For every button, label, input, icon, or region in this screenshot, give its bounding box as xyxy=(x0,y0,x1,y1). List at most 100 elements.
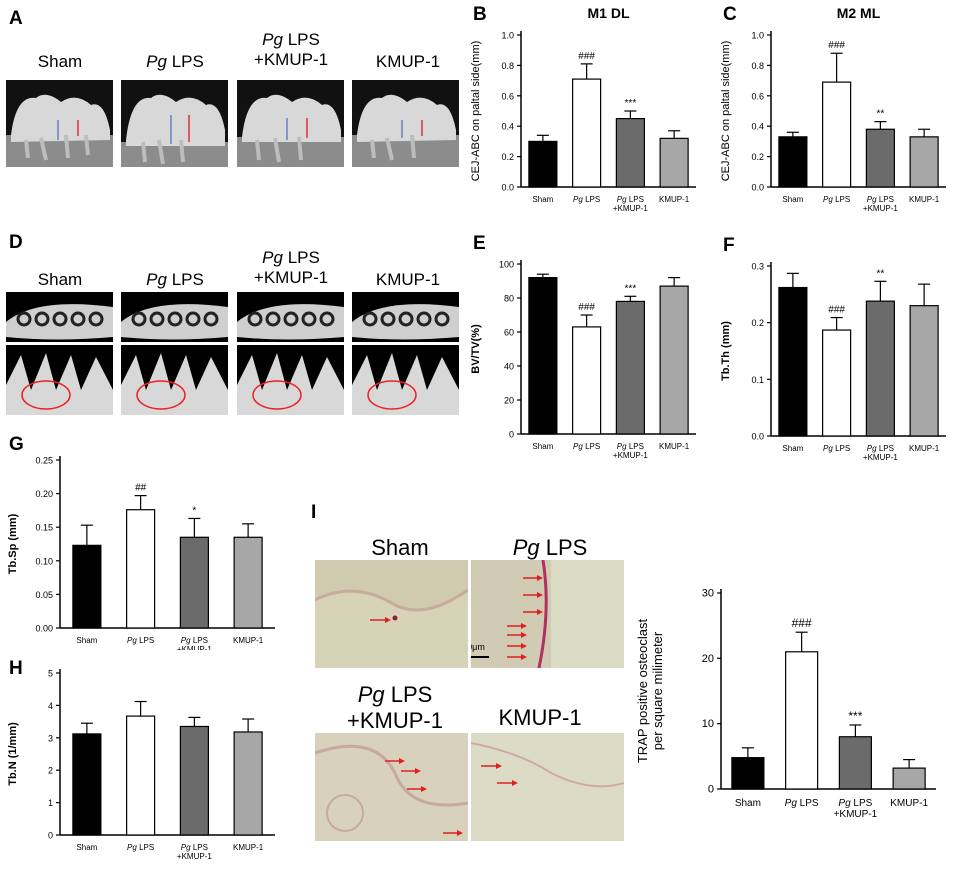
significance-label: ### xyxy=(828,40,845,51)
y-tick-label: 0.00 xyxy=(35,624,53,634)
y-tick-label: 60 xyxy=(504,328,514,338)
significance-label: ** xyxy=(876,109,884,120)
x-tick-label: Pg LPS xyxy=(127,636,154,645)
x-tick-label: Pg LPS +KMUP-1 xyxy=(613,195,648,213)
y-tick-label: 5 xyxy=(48,669,53,679)
panel-letter-h: H xyxy=(9,658,23,679)
y-tick-label: 0 xyxy=(509,430,514,440)
x-tick-label: Sham xyxy=(76,843,97,852)
panel-letter-j: J xyxy=(625,562,626,583)
significance-label: ### xyxy=(792,616,812,630)
d-sagittal-3 xyxy=(352,345,459,415)
x-tick-label: Pg LPS +KMUP-1 xyxy=(863,444,898,462)
bar xyxy=(865,128,895,188)
y-tick-label: 0 xyxy=(48,831,53,841)
x-tick-label: KMUP-1 xyxy=(909,444,940,453)
chart-title: M1 DL xyxy=(588,5,630,21)
y-tick-label: 0.8 xyxy=(751,61,764,71)
y-tick-label: 0.05 xyxy=(35,590,53,600)
panel-letter-b: B xyxy=(473,4,487,25)
significance-label: *** xyxy=(625,283,637,294)
y-tick-label: 0.0 xyxy=(501,183,514,193)
significance-label: ** xyxy=(876,268,884,279)
y-tick-label: 0.20 xyxy=(35,489,53,499)
chart-c: C M2 ML 0.0 0.2 0.4 0.6 0.8 1.0 CEJ-ABC on palta… xyxy=(720,4,946,213)
bar xyxy=(72,544,102,629)
x-tick-label: Pg LPS +KMUP-1 xyxy=(177,843,212,861)
x-tick-label: Sham xyxy=(782,195,803,204)
significance-label: ### xyxy=(828,305,845,316)
bar xyxy=(909,305,939,437)
y-tick-label: 1 xyxy=(48,798,53,808)
y-tick-label: 1.0 xyxy=(501,31,514,41)
bar xyxy=(615,300,645,435)
d-cross-3 xyxy=(352,292,459,342)
y-tick-label: 0.15 xyxy=(35,523,53,533)
chart-g: 0.00 0.05 0.10 0.15 0.20 0.25 Tb.Sp (mm) Sham ##… xyxy=(7,456,275,650)
bar xyxy=(179,725,209,836)
x-tick-label: Sham xyxy=(735,798,761,809)
i-trap-pglps: 100μm xyxy=(471,560,624,668)
d-label-sham: Sham xyxy=(37,270,83,289)
significance-label: ### xyxy=(578,302,595,313)
d-label-pglps: Pg LPS xyxy=(146,270,204,289)
bar xyxy=(615,117,645,188)
d-sagittal-1 xyxy=(121,345,228,415)
panel-letter-c: C xyxy=(723,4,737,25)
bar xyxy=(233,536,263,629)
d-cross-0 xyxy=(6,292,113,342)
i-label-pglps: Pg LPS xyxy=(512,535,588,560)
i-trap-kmup xyxy=(471,733,624,841)
i-trap-sham xyxy=(315,560,468,668)
x-tick-label: Sham xyxy=(782,444,803,453)
bar xyxy=(572,78,602,188)
x-tick-label: Pg LPS xyxy=(823,444,850,453)
chart-title: M2 ML xyxy=(837,5,881,21)
i-trap-pglps-kmup xyxy=(315,733,468,841)
bar xyxy=(822,329,852,437)
x-tick-label: KMUP-1 xyxy=(659,442,690,451)
d-sagittal-0 xyxy=(6,345,113,415)
y-tick-label: 0.2 xyxy=(501,152,514,162)
i-label-kmup: KMUP-1 xyxy=(498,705,582,730)
significance-label: *** xyxy=(848,709,862,723)
y-tick-label: 10 xyxy=(702,718,714,730)
x-tick-label: Pg LPS xyxy=(127,843,154,852)
panel-letter-a: A xyxy=(9,8,23,29)
d-cross-1 xyxy=(121,292,228,342)
x-tick-label: Pg LPS +KMUP-1 xyxy=(177,636,212,650)
bar xyxy=(778,286,808,437)
panel-letter-g: G xyxy=(9,434,24,455)
x-tick-label: Pg LPS xyxy=(823,195,850,204)
bar xyxy=(785,651,819,790)
y-tick-label: 2 xyxy=(48,766,53,776)
i-label-pglps-kmup: Pg LPS +KMUP-1 xyxy=(347,682,443,733)
d-label-pglps-kmup: Pg LPS +KMUP-1 xyxy=(253,248,329,287)
y-tick-label: 0.6 xyxy=(501,91,514,101)
bar xyxy=(659,137,689,188)
y-axis-label: CEJ-ABC on paltal side(mm) xyxy=(720,41,732,182)
chart-f: F 0.0 0.1 0.2 0.3 Tb.Th (mm) Sham ### Pg LPS ** Pg… xyxy=(720,235,946,462)
d-cross-2 xyxy=(237,292,344,342)
panel-letter-e: E xyxy=(473,233,486,254)
significance-label: *** xyxy=(625,98,637,109)
x-tick-label: KMUP-1 xyxy=(890,798,928,809)
y-tick-label: 0.2 xyxy=(751,318,764,328)
y-tick-label: 40 xyxy=(504,362,514,372)
bar xyxy=(528,276,558,435)
a-label-sham: Sham xyxy=(37,52,83,71)
y-tick-label: 0.4 xyxy=(751,122,764,132)
x-tick-label: Sham xyxy=(532,442,553,451)
y-axis-label: BV/TV(%) xyxy=(470,324,482,374)
y-tick-label: 0.0 xyxy=(751,432,764,442)
i-label-sham: Sham xyxy=(371,535,429,560)
bar xyxy=(892,767,926,790)
x-tick-label: Pg LPS xyxy=(573,195,600,204)
panel-letter-i: I xyxy=(311,502,317,523)
y-tick-label: 0.2 xyxy=(751,152,764,162)
x-tick-label: KMUP-1 xyxy=(233,636,264,645)
chart-j: J 0 10 20 30 TRAP positive osteoclastper squa… xyxy=(625,562,936,820)
x-tick-label: KMUP-1 xyxy=(659,195,690,204)
scale-bar-label: 100μm xyxy=(471,642,485,652)
